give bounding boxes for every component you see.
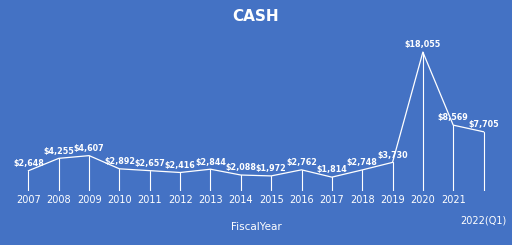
Text: $2,762: $2,762: [286, 158, 317, 167]
Title: CASH: CASH: [232, 9, 280, 24]
Text: $7,705: $7,705: [468, 120, 499, 129]
Text: $2,844: $2,844: [195, 158, 226, 167]
Text: $8,569: $8,569: [438, 113, 468, 122]
X-axis label: FiscalYear: FiscalYear: [230, 222, 282, 232]
Text: $4,607: $4,607: [74, 144, 104, 153]
Text: $3,730: $3,730: [377, 151, 408, 160]
Text: $1,814: $1,814: [316, 165, 347, 174]
Text: $2,088: $2,088: [225, 163, 257, 172]
Text: $2,657: $2,657: [135, 159, 165, 168]
Text: $1,972: $1,972: [256, 164, 287, 173]
Text: $2,892: $2,892: [104, 157, 135, 166]
Text: $2,648: $2,648: [13, 159, 44, 168]
Text: $4,255: $4,255: [44, 147, 74, 156]
Text: $2,748: $2,748: [347, 158, 378, 167]
Text: 2022(Q1): 2022(Q1): [460, 216, 507, 226]
Text: $18,055: $18,055: [405, 40, 441, 49]
Text: $2,416: $2,416: [165, 161, 196, 170]
